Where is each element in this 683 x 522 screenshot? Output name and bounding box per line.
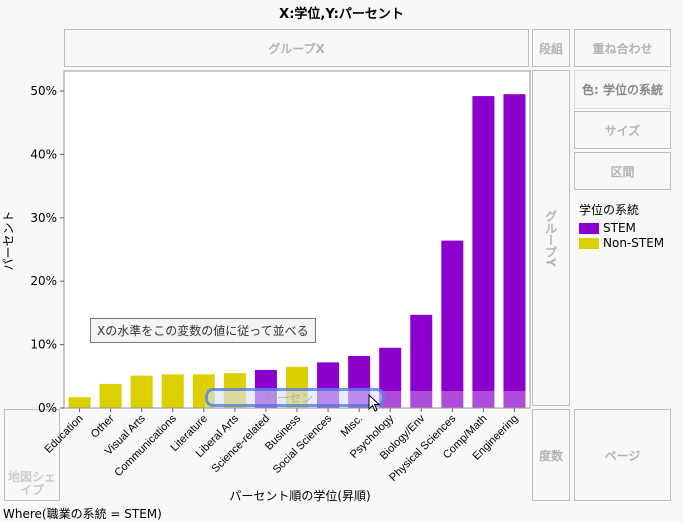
page-zone[interactable]: ページ: [574, 409, 671, 501]
group-x-zone[interactable]: グループX: [64, 29, 529, 67]
bar[interactable]: [130, 375, 153, 408]
chart-title: X:学位,Y:パーセント: [279, 7, 404, 22]
bar[interactable]: [472, 96, 495, 409]
where-clause: Where(職業の系統 = STEM): [3, 507, 162, 521]
bar[interactable]: [161, 374, 184, 408]
y-tick-label: 10%: [30, 338, 57, 352]
wrap-zone[interactable]: 段組: [532, 29, 570, 67]
y-tick-label: 20%: [30, 274, 57, 288]
x-tick-label: Misc.: [339, 413, 366, 440]
cursor-icon: [368, 394, 380, 412]
x-tick-label: Social Sciences: [271, 412, 335, 476]
y-tick-label: 0%: [38, 401, 57, 415]
y-tick-label: 40%: [30, 147, 57, 161]
y-tick-label: 30%: [30, 211, 57, 225]
x-tick-label: Education: [43, 413, 86, 456]
overlay-zone[interactable]: 重ね合わせ: [574, 29, 671, 67]
drag-band: [205, 391, 530, 408]
bar[interactable]: [503, 94, 526, 409]
stem-swatch: [579, 223, 599, 234]
bar[interactable]: [68, 397, 91, 408]
x-tick-label: Other: [89, 412, 117, 440]
legend-item-stem[interactable]: STEM: [579, 221, 636, 235]
drop-zone-highlight[interactable]: パーセント: [205, 388, 385, 407]
bar[interactable]: [410, 314, 433, 408]
group-y-zone[interactable]: グループY: [532, 70, 570, 406]
bar[interactable]: [286, 366, 308, 408]
freq-zone[interactable]: 度数: [532, 409, 570, 501]
size-zone[interactable]: サイズ: [574, 111, 671, 149]
bar[interactable]: [317, 362, 340, 408]
bar[interactable]: [348, 356, 371, 408]
bar[interactable]: [441, 240, 464, 408]
y-tick-label: 50%: [30, 84, 57, 98]
x-axis-label[interactable]: パーセント順の学位(昇順): [229, 489, 371, 503]
non-stem-swatch: [579, 238, 599, 249]
interval-zone[interactable]: 区間: [574, 152, 671, 190]
color-zone[interactable]: 色: 学位の系統: [574, 70, 671, 109]
legend-title: 学位の系統: [579, 203, 640, 217]
map-shape-zone[interactable]: 地図シェイプ: [4, 409, 60, 501]
legend-item-non-stem[interactable]: Non-STEM: [579, 236, 664, 250]
bar[interactable]: [99, 383, 122, 408]
tooltip: Xの水準をこの変数の値に従って並べる: [90, 318, 316, 343]
